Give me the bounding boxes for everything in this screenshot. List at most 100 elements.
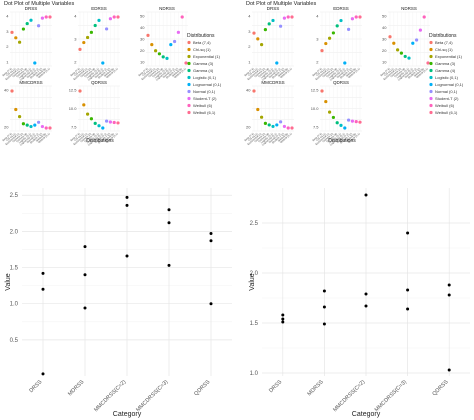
data-point — [347, 118, 351, 122]
legend-label: Lognormal (0,1) — [193, 82, 222, 87]
y-tick-label: 3 — [316, 37, 319, 42]
data-point — [331, 115, 335, 120]
y-tick-label: 10 — [140, 60, 145, 65]
legend-swatch — [187, 75, 191, 80]
y-tick-label: 0.5 — [10, 338, 19, 344]
data-point — [256, 37, 260, 41]
y-tick-label: 30 — [140, 37, 145, 42]
y-tick-label: 12.5 — [69, 88, 78, 93]
y-tick-label: 2 — [248, 44, 251, 49]
data-point — [21, 122, 25, 126]
data-point — [399, 51, 403, 55]
data-point — [447, 293, 451, 297]
x-tick-label: Weibull (6) — [345, 67, 357, 78]
legend-label: Gamma (3) — [435, 61, 456, 66]
x-tick-label: Gamma (4) — [393, 67, 406, 79]
y-tick-label: 1 — [6, 60, 9, 65]
data-point — [161, 55, 165, 59]
data-point — [48, 126, 52, 130]
facet-title: MMCDRSS — [261, 80, 284, 85]
facet-title: EDRSS — [333, 6, 349, 11]
data-point — [286, 126, 290, 130]
data-point — [358, 120, 362, 124]
data-point — [125, 203, 129, 207]
x-tick-label: Gamma (3) — [253, 67, 266, 79]
y-tick-label: 1.5 — [250, 321, 259, 327]
data-point — [322, 305, 326, 309]
data-point — [44, 15, 48, 19]
y-tick-label: 40 — [140, 25, 145, 30]
data-point — [25, 21, 29, 26]
x-tick-label: MMCDRSS(C=2) — [332, 379, 366, 413]
legend-swatch — [429, 110, 433, 115]
data-point — [176, 30, 180, 34]
x-tick-label: Chi-sq (1) — [5, 132, 16, 142]
x-tick-label: Gamma (4) — [83, 67, 96, 79]
facet-title: QDRSS — [333, 80, 349, 85]
data-point — [29, 124, 33, 129]
data-point — [101, 61, 105, 65]
legend-label: Weibull (6,1) — [193, 110, 216, 115]
data-point — [447, 283, 451, 287]
x-tick-label: Chi-sq (1) — [247, 67, 258, 77]
data-point — [282, 124, 286, 129]
data-point — [10, 30, 14, 34]
y-tick-label: 10.0 — [69, 106, 78, 111]
x-tick-label: MMCDRSS(C=2) — [93, 379, 127, 413]
x-tick-label: Weibull (6) — [413, 67, 425, 78]
data-point — [267, 22, 271, 26]
data-point — [82, 103, 86, 107]
data-point — [184, 61, 188, 65]
legend-swatch — [429, 40, 433, 45]
facet-title: DRSS — [267, 6, 280, 11]
facet-title: NDRSS — [159, 6, 175, 11]
data-point — [125, 254, 129, 258]
x-tick-label: Beta (7,4) — [1, 67, 12, 77]
data-point — [86, 35, 90, 40]
legend-label: Exponential (1) — [193, 54, 221, 59]
legend-title: Distributions — [187, 33, 215, 39]
data-point — [271, 18, 275, 23]
y-tick-label: 12.5 — [311, 88, 320, 93]
data-point — [364, 292, 368, 296]
data-point — [89, 30, 93, 34]
data-point — [83, 306, 87, 310]
legend-label: Gamma (3) — [193, 61, 214, 66]
x-tick-label: Chi-sq (1) — [315, 132, 326, 142]
x-tick-label: MDRSS — [67, 379, 86, 398]
x-tick-label: Weibull (6) — [171, 67, 183, 78]
x-tick-label: Chi-sq (1) — [247, 132, 258, 142]
data-point — [37, 120, 41, 124]
legend-label: Logistic (0,1) — [193, 75, 217, 80]
data-point — [411, 41, 415, 45]
data-point — [350, 17, 354, 21]
x-tick-label: DRSS — [28, 379, 43, 394]
y-tick-label: 7.5 — [71, 125, 77, 130]
data-point — [167, 208, 171, 212]
data-point — [86, 112, 90, 116]
data-point — [335, 24, 339, 28]
facet-title: MMCDRSS — [19, 80, 42, 85]
data-point — [343, 126, 347, 130]
data-point — [322, 322, 326, 326]
y-axis-title: Value — [249, 273, 256, 290]
facet-title: QDRSS — [91, 80, 107, 85]
data-point — [426, 61, 430, 65]
data-point — [209, 239, 213, 243]
legend-label: Normal (0,1) — [193, 89, 216, 94]
x-tick-label: Weibull (6) — [103, 67, 115, 78]
data-point — [33, 61, 37, 65]
legend-label: Lognormal (0,1) — [435, 82, 464, 87]
y-tick-label: 4 — [316, 14, 319, 19]
x-tick-label: QDRSS — [193, 379, 211, 397]
data-point — [279, 24, 283, 28]
data-point — [324, 99, 328, 104]
y-tick-label: 3 — [248, 29, 251, 34]
y-tick-label: 20 — [4, 125, 9, 130]
